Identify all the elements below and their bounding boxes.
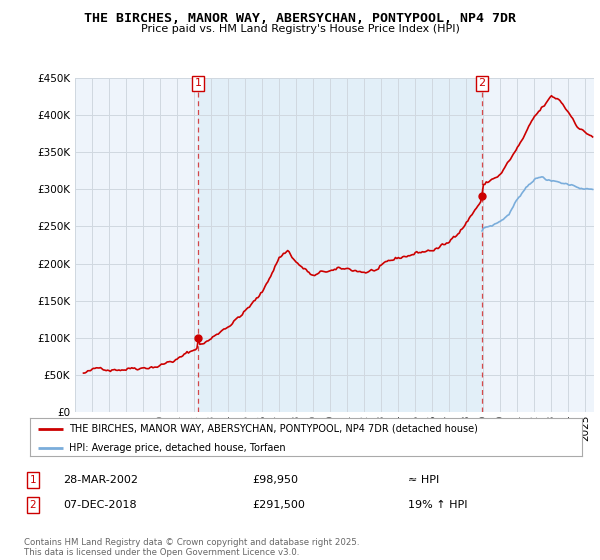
Text: THE BIRCHES, MANOR WAY, ABERSYCHAN, PONTYPOOL, NP4 7DR: THE BIRCHES, MANOR WAY, ABERSYCHAN, PONT… bbox=[84, 12, 516, 25]
Text: £291,500: £291,500 bbox=[252, 500, 305, 510]
Text: Contains HM Land Registry data © Crown copyright and database right 2025.
This d: Contains HM Land Registry data © Crown c… bbox=[24, 538, 359, 557]
Text: 1: 1 bbox=[194, 78, 202, 88]
Text: £98,950: £98,950 bbox=[252, 475, 298, 485]
Text: 2: 2 bbox=[29, 500, 37, 510]
Text: ≈ HPI: ≈ HPI bbox=[408, 475, 439, 485]
Text: 19% ↑ HPI: 19% ↑ HPI bbox=[408, 500, 467, 510]
Text: THE BIRCHES, MANOR WAY, ABERSYCHAN, PONTYPOOL, NP4 7DR (detached house): THE BIRCHES, MANOR WAY, ABERSYCHAN, PONT… bbox=[68, 424, 478, 434]
Text: 28-MAR-2002: 28-MAR-2002 bbox=[63, 475, 138, 485]
Bar bbox=[198, 78, 482, 412]
Text: 07-DEC-2018: 07-DEC-2018 bbox=[63, 500, 137, 510]
Text: HPI: Average price, detached house, Torfaen: HPI: Average price, detached house, Torf… bbox=[68, 443, 285, 453]
Text: Price paid vs. HM Land Registry's House Price Index (HPI): Price paid vs. HM Land Registry's House … bbox=[140, 24, 460, 34]
Text: 2: 2 bbox=[478, 78, 485, 88]
Text: 1: 1 bbox=[29, 475, 37, 485]
